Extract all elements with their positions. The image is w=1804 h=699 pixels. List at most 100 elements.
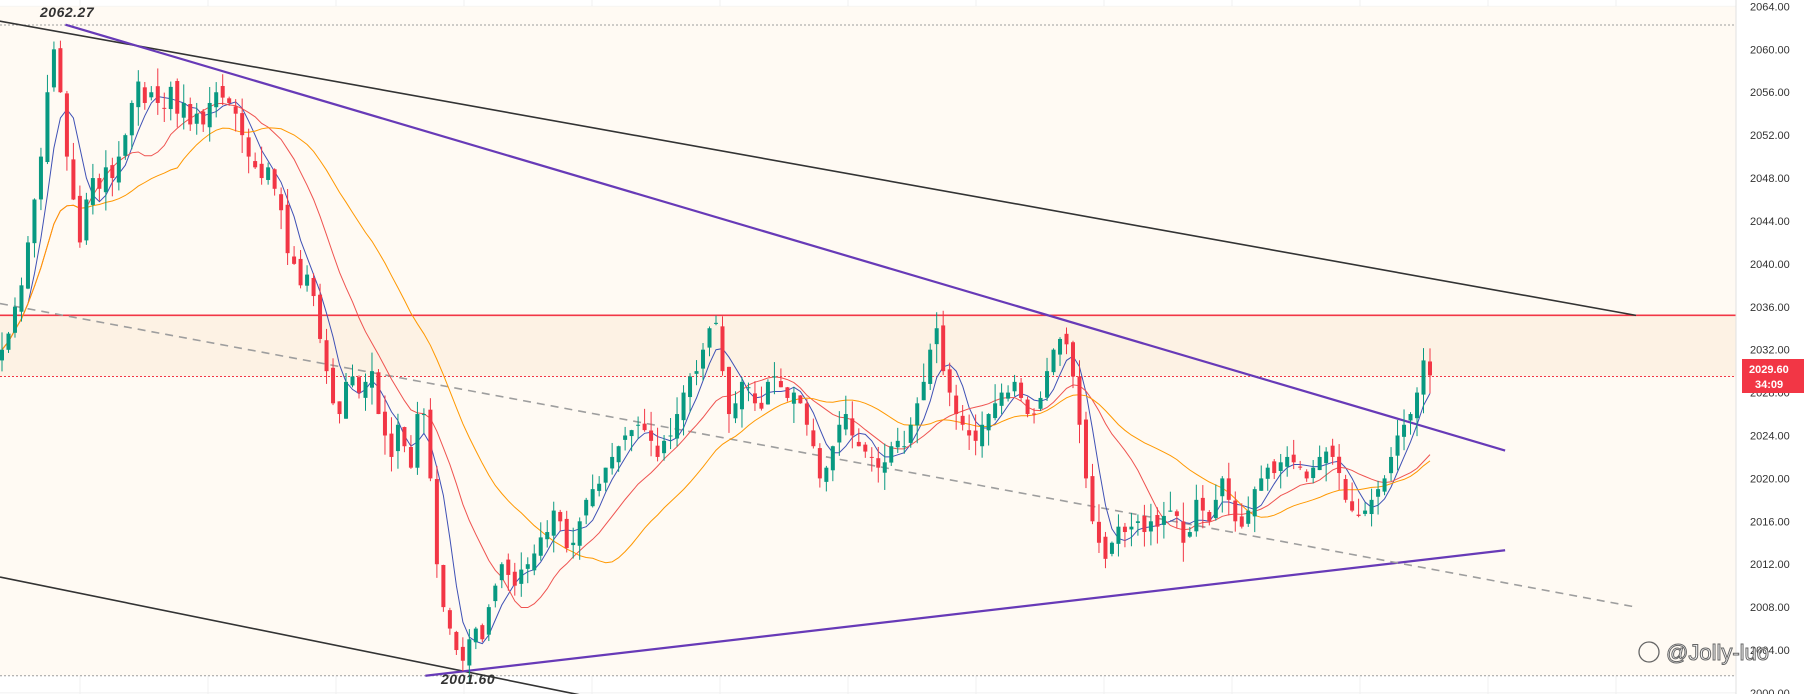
candle — [642, 408, 647, 432]
candle — [136, 70, 141, 126]
candle — [662, 435, 667, 461]
candle — [902, 430, 907, 454]
candle — [506, 553, 511, 591]
candle-body — [1356, 514, 1361, 516]
candle — [1129, 512, 1134, 547]
candle — [454, 630, 459, 655]
candle — [1077, 360, 1082, 444]
candle — [1343, 474, 1348, 503]
candle-body — [1317, 456, 1322, 471]
candle — [675, 397, 680, 447]
candle-body — [369, 371, 374, 388]
candle-body — [746, 387, 751, 389]
candle — [32, 198, 37, 258]
candle-body — [1200, 497, 1205, 511]
candle-body — [194, 113, 199, 124]
candle-body — [116, 156, 121, 183]
candle — [1395, 420, 1400, 471]
candle-body — [1103, 536, 1108, 559]
candle-body — [726, 366, 731, 415]
candle — [882, 443, 887, 490]
candle-body — [402, 427, 407, 447]
candle — [1096, 504, 1101, 554]
candle-body — [434, 479, 439, 565]
candle-body — [1337, 456, 1342, 474]
candle — [726, 366, 731, 433]
candle — [486, 604, 491, 642]
candle-body — [1006, 392, 1011, 399]
candle — [863, 442, 868, 458]
candle-body — [1109, 542, 1114, 554]
candle-body — [344, 381, 349, 419]
low-price-label: 2001.60 — [440, 671, 495, 687]
candle — [993, 384, 998, 421]
candle-body — [765, 381, 770, 405]
y-tick-label: 2064.00 — [1750, 1, 1790, 13]
candle-body — [188, 104, 193, 125]
candle — [1376, 480, 1381, 515]
candle-body — [1330, 445, 1335, 457]
candle — [921, 363, 926, 401]
candle — [25, 236, 30, 290]
candle-body — [12, 306, 17, 333]
candle — [116, 141, 121, 191]
candle — [733, 391, 738, 424]
candle — [804, 399, 809, 436]
candle-body — [1122, 526, 1127, 533]
candle — [266, 162, 271, 185]
candle — [382, 395, 387, 455]
candle-body — [830, 446, 835, 471]
candle — [1259, 465, 1264, 491]
candle-body — [1389, 456, 1394, 474]
candle-body — [279, 194, 284, 211]
trendline-channel-bottom — [0, 576, 581, 696]
candle-body — [395, 424, 400, 452]
candle — [45, 74, 50, 165]
candle — [1428, 348, 1432, 394]
candle — [1122, 522, 1127, 548]
price-axis[interactable]: 2064.00 2060.00 2056.00 2052.00 2048.00 2044.… — [1735, 0, 1804, 699]
candle-body — [1233, 500, 1238, 522]
moving-average-layer — [1, 95, 1431, 645]
candle-body — [408, 447, 413, 468]
candle-body — [175, 81, 180, 114]
y-tick-label: 2044.00 — [1750, 216, 1790, 228]
candle — [272, 168, 277, 196]
candle — [350, 364, 355, 388]
candle-body — [798, 395, 803, 404]
candle — [395, 413, 400, 469]
y-tick-label: 2000.00 — [1750, 688, 1790, 694]
candle-body — [181, 102, 186, 118]
candle — [428, 398, 433, 482]
candle-body — [1350, 501, 1355, 511]
candle — [739, 377, 744, 428]
y-tick-label: 2020.00 — [1750, 473, 1790, 485]
candle — [941, 310, 946, 376]
candle — [389, 417, 394, 472]
candle — [584, 497, 589, 525]
candle-body — [1096, 521, 1101, 543]
candle — [298, 249, 303, 289]
candle-body — [467, 639, 472, 666]
candle-body — [149, 92, 154, 98]
candle-body — [1083, 419, 1088, 479]
candle — [629, 429, 634, 452]
candle — [532, 544, 537, 576]
candle — [1389, 447, 1394, 482]
candle-body — [629, 430, 634, 437]
candle — [279, 187, 284, 230]
candle-body — [460, 646, 465, 661]
candle-body — [811, 430, 816, 447]
candle — [1363, 502, 1368, 517]
candle — [830, 445, 835, 482]
candle — [168, 81, 173, 121]
candle — [856, 428, 861, 447]
candle-body — [597, 483, 602, 491]
candle — [499, 562, 504, 589]
candle — [285, 189, 290, 266]
candle-body — [538, 537, 543, 556]
candle-body — [259, 163, 264, 179]
moving-average-ma-fast — [1, 95, 1431, 645]
